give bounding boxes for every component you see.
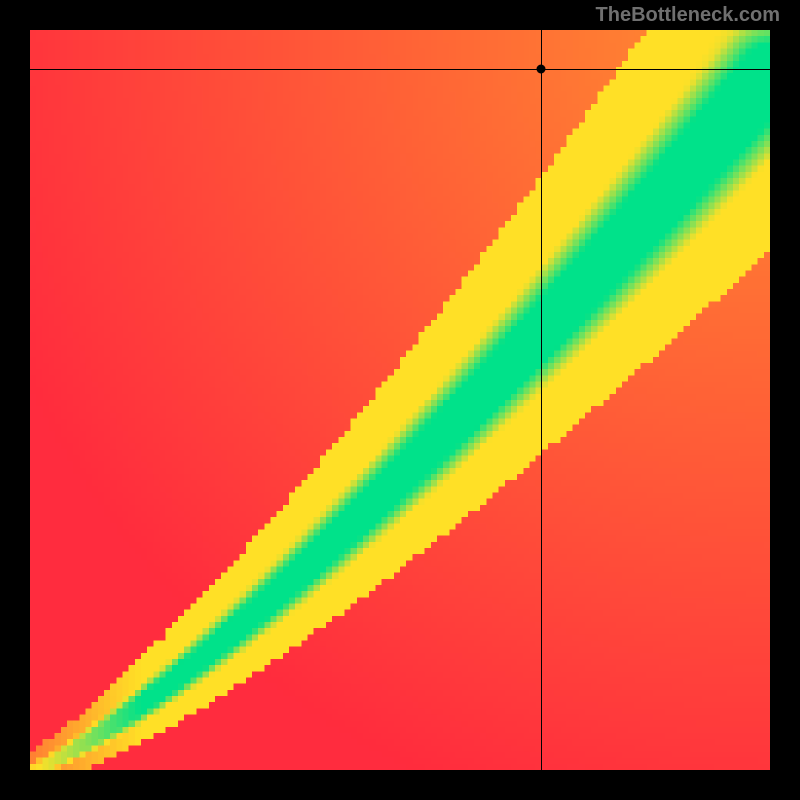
- crosshair-marker-dot[interactable]: [536, 65, 545, 74]
- crosshair-horizontal-line: [30, 69, 770, 70]
- crosshair-vertical-line: [541, 30, 542, 770]
- heatmap-plot: [30, 30, 770, 770]
- heatmap-canvas: [30, 30, 770, 770]
- watermark-text: TheBottleneck.com: [596, 4, 780, 27]
